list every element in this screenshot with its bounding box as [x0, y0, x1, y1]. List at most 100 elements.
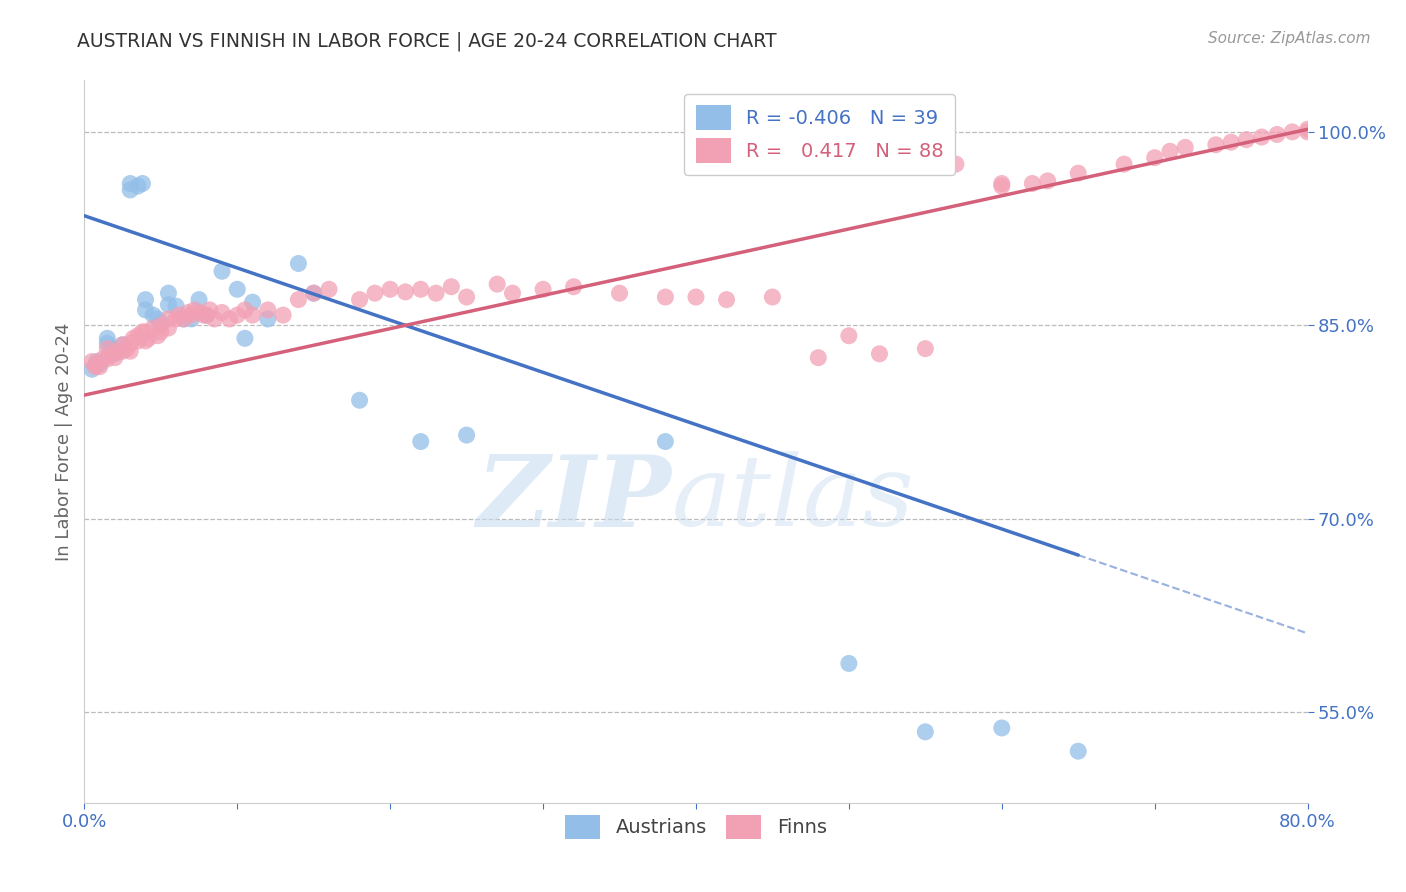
Point: [188, 293, 211, 307]
Point: [1036, 174, 1059, 188]
Point: [146, 312, 169, 326]
Point: [486, 277, 509, 292]
Point: [609, 286, 631, 301]
Point: [654, 290, 676, 304]
Text: AUSTRIAN VS FINNISH IN LABOR FORCE | AGE 20-24 CORRELATION CHART: AUSTRIAN VS FINNISH IN LABOR FORCE | AGE…: [77, 31, 778, 51]
Point: [807, 351, 830, 365]
Point: [115, 342, 138, 356]
Text: ZIP: ZIP: [477, 451, 672, 548]
Point: [1296, 125, 1319, 139]
Point: [157, 298, 180, 312]
Point: [180, 308, 202, 322]
Point: [287, 256, 309, 270]
Point: [157, 321, 180, 335]
Point: [120, 336, 142, 351]
Point: [183, 302, 205, 317]
Point: [991, 721, 1014, 735]
Point: [409, 282, 432, 296]
Point: [127, 328, 149, 343]
Point: [135, 293, 157, 307]
Point: [654, 434, 676, 449]
Point: [1114, 157, 1136, 171]
Point: [945, 157, 967, 171]
Point: [456, 290, 478, 304]
Point: [233, 302, 256, 317]
Point: [80, 362, 103, 376]
Point: [1174, 140, 1197, 154]
Point: [914, 342, 936, 356]
Point: [1236, 133, 1258, 147]
Point: [157, 312, 180, 326]
Point: [107, 344, 129, 359]
Point: [1250, 130, 1272, 145]
Point: [111, 344, 134, 359]
Point: [531, 282, 554, 296]
Point: [84, 359, 107, 374]
Point: [991, 179, 1014, 194]
Point: [193, 308, 215, 322]
Point: [149, 325, 172, 339]
Y-axis label: In Labor Force | Age 20-24: In Labor Force | Age 20-24: [55, 322, 73, 561]
Legend: Austrians, Finns: Austrians, Finns: [557, 806, 835, 847]
Point: [96, 342, 118, 356]
Text: atlas: atlas: [672, 451, 914, 547]
Point: [96, 331, 118, 345]
Point: [122, 331, 145, 345]
Point: [1265, 128, 1288, 142]
Point: [271, 308, 294, 322]
Point: [120, 344, 142, 359]
Point: [195, 308, 218, 322]
Point: [177, 305, 200, 319]
Point: [165, 299, 187, 313]
Point: [716, 293, 738, 307]
Point: [409, 434, 432, 449]
Point: [91, 351, 114, 366]
Point: [685, 290, 707, 304]
Point: [86, 354, 108, 368]
Point: [233, 331, 256, 345]
Point: [111, 338, 134, 352]
Point: [146, 328, 169, 343]
Point: [167, 308, 190, 322]
Point: [165, 312, 187, 326]
Point: [131, 177, 153, 191]
Point: [120, 177, 142, 191]
Point: [101, 347, 124, 361]
Point: [149, 316, 172, 330]
Point: [838, 657, 860, 671]
Point: [257, 302, 280, 317]
Point: [1067, 744, 1090, 758]
Point: [142, 308, 165, 322]
Point: [349, 293, 371, 307]
Point: [1143, 151, 1166, 165]
Point: [425, 286, 447, 301]
Point: [135, 325, 157, 339]
Point: [349, 393, 371, 408]
Point: [226, 308, 249, 322]
Point: [562, 279, 585, 293]
Point: [104, 351, 127, 365]
Point: [1205, 137, 1227, 152]
Point: [242, 295, 264, 310]
Point: [80, 354, 103, 368]
Point: [104, 347, 127, 361]
Point: [142, 321, 165, 335]
Point: [135, 334, 157, 348]
Point: [120, 183, 142, 197]
Point: [131, 325, 153, 339]
Text: Source: ZipAtlas.com: Source: ZipAtlas.com: [1208, 31, 1371, 46]
Point: [195, 308, 218, 322]
Point: [218, 312, 240, 326]
Point: [364, 286, 387, 301]
Point: [173, 312, 195, 326]
Point: [1021, 177, 1043, 191]
Point: [86, 357, 108, 371]
Point: [1281, 125, 1303, 139]
Point: [1296, 122, 1319, 136]
Point: [838, 328, 860, 343]
Point: [101, 342, 124, 356]
Point: [242, 308, 264, 322]
Point: [149, 318, 172, 333]
Point: [502, 286, 524, 301]
Point: [180, 312, 202, 326]
